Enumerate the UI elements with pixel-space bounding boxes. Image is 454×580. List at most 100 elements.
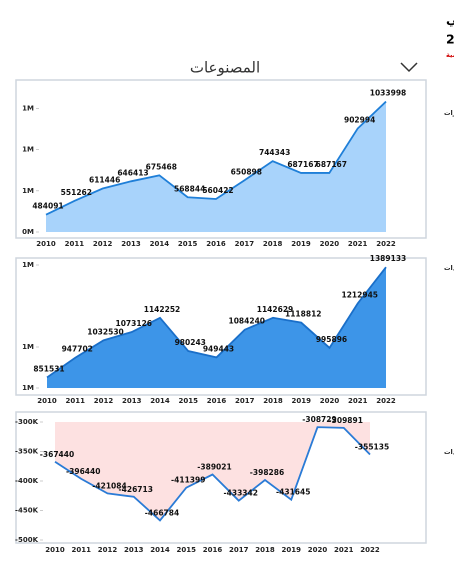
y-tick-label: -500K (15, 536, 39, 544)
data-label: 1118812 (285, 310, 322, 319)
x-tick-label: 2022 (376, 240, 396, 248)
x-tick-label: 2012 (94, 397, 114, 405)
x-tick-label: 2014 (150, 546, 170, 554)
x-tick-label: 2021 (348, 240, 368, 248)
data-label: 650898 (231, 167, 262, 176)
y-tick-label: 1M (22, 187, 34, 195)
y-tick-label: -450K (15, 507, 39, 515)
data-label: 560422 (202, 186, 233, 195)
x-tick-label: 2019 (282, 546, 302, 554)
data-label: 947702 (62, 345, 93, 354)
x-tick-label: 2011 (66, 397, 86, 405)
y-tick-label: 0M (22, 228, 34, 236)
axis-label: قيمة الصادرات (444, 109, 454, 117)
data-label: 1142252 (144, 305, 181, 314)
x-tick-label: 2015 (178, 240, 198, 248)
x-tick-label: 2011 (72, 546, 92, 554)
x-tick-label: 2019 (291, 240, 311, 248)
x-tick-label: 2014 (150, 240, 170, 248)
source: المصدر: قاعدة بيانات منظمة التجارة العال… (446, 51, 454, 59)
data-label: 687167 (287, 160, 318, 169)
data-label: 1032530 (87, 327, 124, 336)
data-label: 687167 (316, 160, 347, 169)
x-tick-label: 2014 (150, 397, 170, 405)
data-label: 949443 (203, 344, 234, 353)
x-tick-label: 2013 (122, 397, 142, 405)
x-tick-label: 2010 (36, 240, 56, 248)
x-tick-label: 2015 (177, 546, 197, 554)
x-tick-label: 2016 (206, 240, 226, 248)
data-label: 551262 (61, 188, 92, 197)
title-line: التطور السنوى للصادرات والواردات والفرق … (446, 12, 454, 27)
data-label: -431645 (276, 488, 310, 497)
dropdown-label: المصنوعات (190, 59, 260, 77)
y-tick-label: 1M (22, 343, 34, 351)
x-tick-label: 2020 (320, 397, 340, 405)
x-tick-label: 2021 (334, 546, 354, 554)
area (46, 101, 386, 233)
y-tick-label: -350K (15, 448, 39, 456)
line (54, 426, 371, 522)
y-tick-label: 1M (22, 105, 34, 113)
area (47, 267, 386, 388)
y-tick-label: -400K (15, 477, 39, 485)
area (55, 422, 370, 521)
data-label: -396440 (66, 467, 100, 476)
x-tick-label: 2018 (263, 397, 283, 405)
data-label: -398286 (250, 468, 284, 477)
x-tick-label: 2010 (45, 546, 65, 554)
data-label: -308729 (302, 415, 336, 424)
x-tick-label: 2017 (229, 546, 249, 554)
data-label: 851531 (33, 364, 64, 373)
data-label: 902994 (344, 116, 375, 125)
data-label: 611446 (89, 176, 120, 185)
x-tick-label: 2010 (37, 397, 57, 405)
data-label: 1212945 (341, 290, 378, 299)
data-label: 484091 (32, 202, 63, 211)
y-tick-label: 1M (22, 384, 34, 392)
x-tick-label: 2012 (93, 240, 113, 248)
x-tick-label: 2018 (263, 240, 283, 248)
data-label: 1084240 (228, 317, 265, 326)
data-label: -466784 (145, 508, 179, 517)
x-tick-label: 2022 (376, 397, 396, 405)
data-label: -421084 (92, 481, 126, 490)
x-tick-label: 2017 (235, 240, 255, 248)
dropdown-chevron (400, 62, 418, 73)
x-tick-label: 2017 (235, 397, 255, 405)
data-label: 646413 (117, 168, 148, 177)
x-tick-label: 2022 (360, 546, 380, 554)
y-tick-label: -300K (15, 418, 39, 426)
line (45, 100, 387, 216)
data-label: -433342 (224, 489, 258, 498)
x-tick-label: 2015 (179, 397, 199, 405)
x-tick-label: 2011 (65, 240, 85, 248)
data-label: 1073126 (115, 319, 152, 328)
data-label: -355135 (355, 443, 389, 452)
title-line: خلال الفترة من 2010 الى 2022 (446, 32, 454, 47)
data-label: 1389133 (370, 254, 407, 263)
data-label: 568844 (174, 184, 205, 193)
data-label: 980243 (175, 338, 206, 347)
x-tick-label: 2020 (308, 546, 328, 554)
data-label: 995896 (316, 335, 347, 344)
data-label: -389021 (197, 463, 231, 472)
dropdown[interactable]: المصنوعات (170, 59, 426, 81)
axis-label: فرق الصادرات والواردات (444, 448, 454, 456)
x-tick-label: 2012 (98, 546, 118, 554)
x-tick-label: 2016 (207, 397, 227, 405)
y-tick-label: 1M (22, 146, 34, 154)
data-label: 675468 (146, 162, 177, 171)
data-label: 744343 (259, 148, 290, 157)
axis-label: قيمة الواردات (444, 264, 454, 272)
data-label: 1033998 (370, 89, 407, 98)
x-tick-label: 2013 (124, 546, 144, 554)
line (46, 266, 387, 379)
x-tick-label: 2013 (121, 240, 141, 248)
x-tick-label: 2018 (255, 546, 275, 554)
data-label: 1142629 (257, 305, 294, 314)
data-label: -367440 (40, 450, 74, 459)
data-label: -309891 (329, 416, 363, 425)
data-label: -426713 (119, 485, 153, 494)
